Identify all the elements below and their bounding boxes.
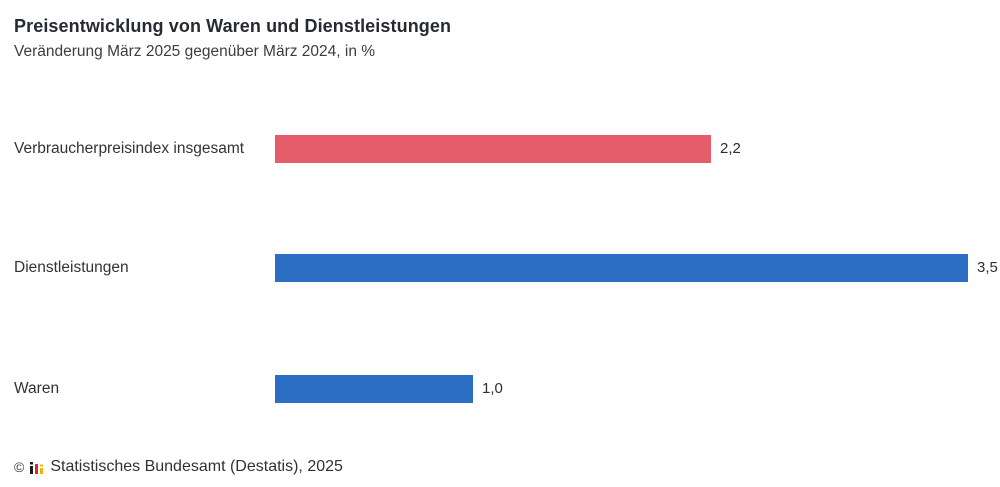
bar-value-label: 1,0 — [482, 380, 503, 397]
source-footer: © Statistisches Bundesamt (Destatis), 20… — [14, 458, 343, 476]
chart-subtitle: Veränderung März 2025 gegenüber März 202… — [14, 43, 376, 60]
bar — [275, 375, 473, 403]
bar-label: Dienstleistungen — [14, 259, 129, 276]
bar — [275, 254, 968, 282]
chart-title: Preisentwicklung von Waren und Dienstlei… — [14, 16, 452, 36]
bar-label: Waren — [14, 380, 60, 397]
source-label: Statistisches Bundesamt (Destatis), 2025 — [50, 458, 343, 475]
copyright-symbol: © — [14, 459, 25, 475]
bar-value-label: 3,5 — [977, 259, 998, 276]
destatis-bars-icon — [29, 460, 45, 475]
bar-value-label: 2,2 — [720, 140, 741, 157]
bar — [275, 135, 711, 163]
bar-label: Verbraucherpreisindex insgesamt — [14, 140, 245, 157]
